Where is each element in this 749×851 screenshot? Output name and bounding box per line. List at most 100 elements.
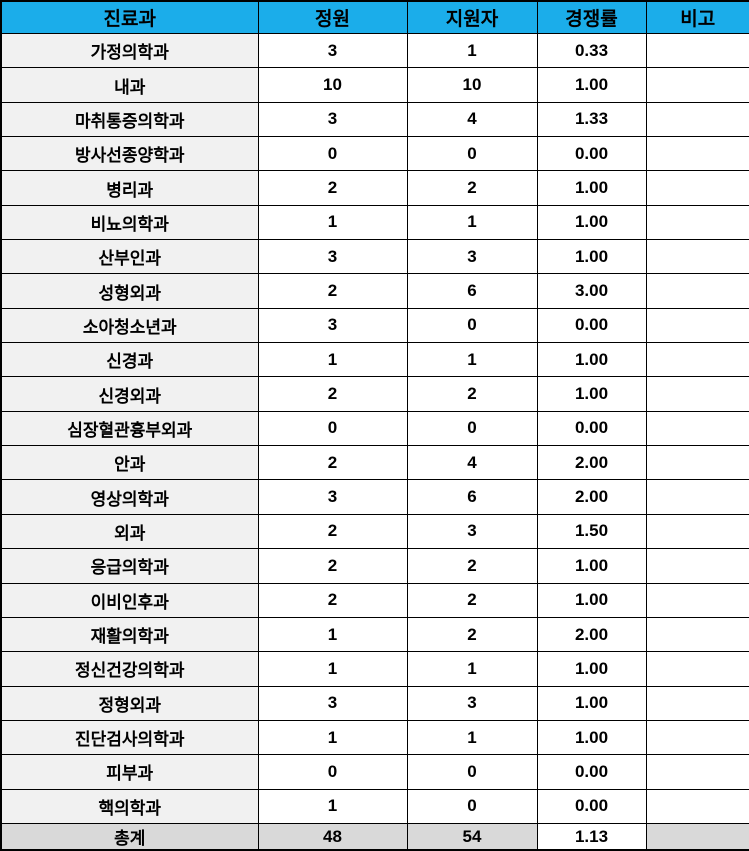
note-cell <box>645 651 749 687</box>
ratio-cell: 1.00 <box>536 376 647 412</box>
table-row: 정형외과 3 3 1.00 <box>0 685 749 721</box>
table-row: 응급의학과 2 2 1.00 <box>0 548 749 584</box>
note-cell <box>645 273 749 309</box>
note-cell <box>645 479 749 515</box>
ratio-cell: 1.00 <box>536 582 647 618</box>
quota-cell: 3 <box>257 479 408 515</box>
department-cell: 외과 <box>0 513 259 550</box>
applicants-cell: 0 <box>406 136 538 172</box>
note-cell <box>645 101 749 138</box>
total-quota-cell: 48 <box>257 823 408 851</box>
note-cell <box>645 342 749 378</box>
note-cell <box>645 410 749 447</box>
quota-cell: 1 <box>257 651 408 687</box>
table-row: 피부과 0 0 0.00 <box>0 754 749 790</box>
department-cell: 가정의학과 <box>0 32 259 69</box>
quota-cell: 3 <box>257 101 408 138</box>
applicants-cell: 0 <box>406 410 538 447</box>
department-cell: 마취통증의학과 <box>0 101 259 138</box>
table-row: 안과 2 4 2.00 <box>0 445 749 481</box>
applicants-cell: 3 <box>406 239 538 275</box>
note-cell <box>645 376 749 412</box>
quota-cell: 2 <box>257 513 408 550</box>
note-cell <box>645 685 749 721</box>
quota-cell: 1 <box>257 719 408 756</box>
note-cell <box>645 513 749 550</box>
applicants-cell: 2 <box>406 582 538 618</box>
col-header-note: 비고 <box>645 0 749 34</box>
applicants-cell: 4 <box>406 101 538 138</box>
department-cell: 정신건강의학과 <box>0 651 259 687</box>
ratio-cell: 1.33 <box>536 101 647 138</box>
applicants-cell: 4 <box>406 445 538 481</box>
table-row: 병리과 2 2 1.00 <box>0 170 749 206</box>
ratio-cell: 1.00 <box>536 548 647 584</box>
department-cell: 영상의학과 <box>0 479 259 515</box>
table-row: 진단검사의학과 1 1 1.00 <box>0 719 749 756</box>
quota-cell: 1 <box>257 342 408 378</box>
department-cell: 산부인과 <box>0 239 259 275</box>
ratio-cell: 0.00 <box>536 136 647 172</box>
department-cell: 핵의학과 <box>0 788 259 825</box>
applicants-cell: 2 <box>406 170 538 206</box>
table-row: 가정의학과 3 1 0.33 <box>0 32 749 69</box>
applicants-cell: 3 <box>406 513 538 550</box>
ratio-cell: 0.33 <box>536 32 647 69</box>
applicants-cell: 1 <box>406 32 538 69</box>
quota-cell: 0 <box>257 754 408 790</box>
note-cell <box>645 170 749 206</box>
department-cell: 피부과 <box>0 754 259 790</box>
quota-cell: 2 <box>257 548 408 584</box>
applicants-cell: 2 <box>406 548 538 584</box>
quota-cell: 2 <box>257 273 408 309</box>
note-cell <box>645 204 749 241</box>
applicants-cell: 0 <box>406 788 538 825</box>
applicants-cell: 10 <box>406 67 538 103</box>
applicants-cell: 1 <box>406 204 538 241</box>
table-row: 신경과 1 1 1.00 <box>0 342 749 378</box>
applicants-cell: 1 <box>406 719 538 756</box>
table-row: 영상의학과 3 6 2.00 <box>0 479 749 515</box>
ratio-cell: 1.00 <box>536 685 647 721</box>
quota-cell: 2 <box>257 445 408 481</box>
total-applicants-cell: 54 <box>406 823 538 851</box>
department-cell: 재활의학과 <box>0 616 259 653</box>
ratio-cell: 2.00 <box>536 479 647 515</box>
table-row: 소아청소년과 3 0 0.00 <box>0 307 749 344</box>
col-header-quota: 정원 <box>257 0 408 34</box>
quota-cell: 0 <box>257 410 408 447</box>
ratio-cell: 1.00 <box>536 342 647 378</box>
ratio-cell: 1.00 <box>536 67 647 103</box>
quota-cell: 3 <box>257 239 408 275</box>
note-cell <box>645 136 749 172</box>
applicants-cell: 1 <box>406 342 538 378</box>
table-row: 심장혈관흉부외과 0 0 0.00 <box>0 410 749 447</box>
note-cell <box>645 788 749 825</box>
total-row: 총계 48 54 1.13 <box>0 823 749 851</box>
table-row: 외과 2 3 1.50 <box>0 513 749 550</box>
table-row: 내과 10 10 1.00 <box>0 67 749 103</box>
table-row: 이비인후과 2 2 1.00 <box>0 582 749 618</box>
ratio-cell: 1.00 <box>536 651 647 687</box>
quota-cell: 1 <box>257 788 408 825</box>
quota-cell: 3 <box>257 32 408 69</box>
department-cell: 신경과 <box>0 342 259 378</box>
total-ratio-cell: 1.13 <box>536 823 647 851</box>
quota-cell: 2 <box>257 376 408 412</box>
quota-cell: 3 <box>257 685 408 721</box>
ratio-cell: 2.00 <box>536 616 647 653</box>
applicants-cell: 6 <box>406 479 538 515</box>
note-cell <box>645 67 749 103</box>
ratio-cell: 0.00 <box>536 788 647 825</box>
note-cell <box>645 239 749 275</box>
table-row: 비뇨의학과 1 1 1.00 <box>0 204 749 241</box>
note-cell <box>645 719 749 756</box>
quota-cell: 0 <box>257 136 408 172</box>
quota-cell: 3 <box>257 307 408 344</box>
department-cell: 신경외과 <box>0 376 259 412</box>
col-header-ratio: 경쟁률 <box>536 0 647 34</box>
note-cell <box>645 616 749 653</box>
quota-cell: 2 <box>257 170 408 206</box>
ratio-cell: 1.50 <box>536 513 647 550</box>
